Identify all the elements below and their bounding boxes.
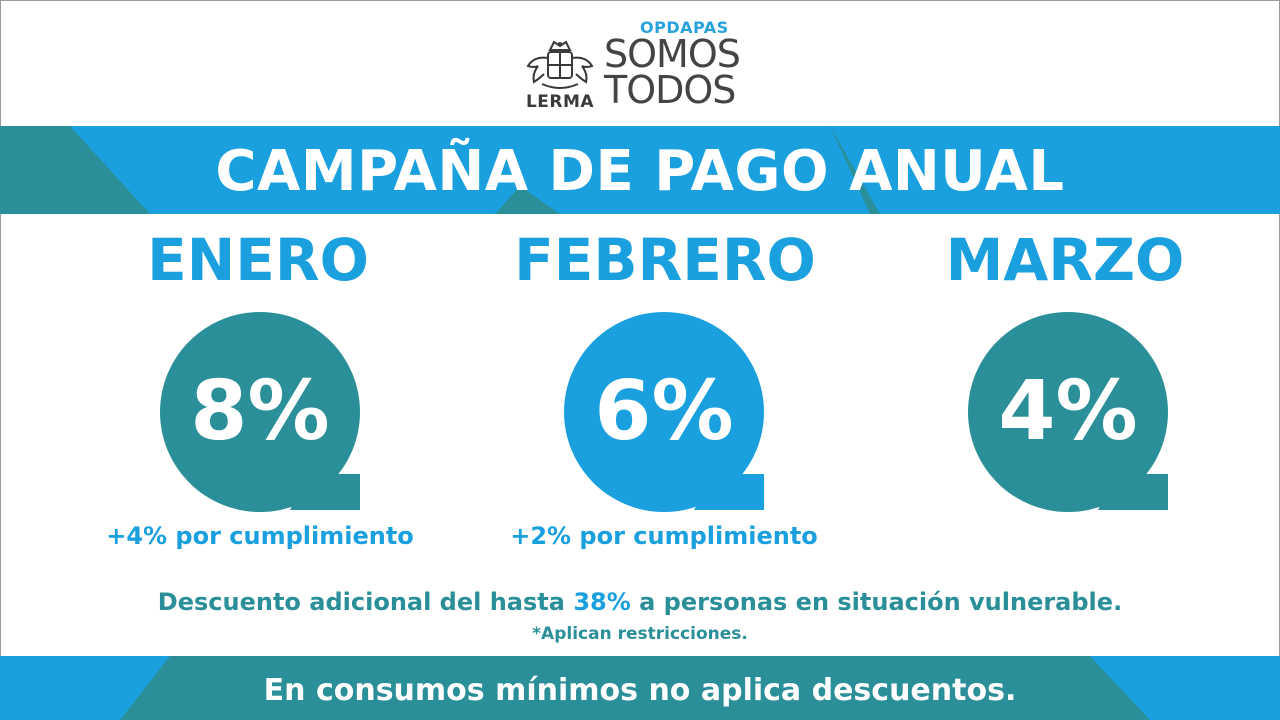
note-prefix: Descuento adicional del hasta [157, 588, 574, 616]
page-title: CAMPAÑA DE PAGO ANUAL [215, 139, 1065, 204]
discount-bubble-enero: 8% [160, 312, 380, 512]
bonus-text-febrero: +2% por cumplimiento [510, 522, 818, 550]
footer-background [0, 656, 1280, 720]
discount-value: 6% [594, 364, 734, 459]
note-highlight: 38% [573, 588, 631, 616]
bonus-text-enero: +4% por cumplimiento [106, 522, 414, 550]
month-label-enero: ENERO [147, 226, 369, 294]
opdapas-label: OPDAPAS [640, 18, 729, 37]
todos-label: TODOS [604, 68, 736, 112]
speech-bubble-icon [564, 312, 764, 512]
month-label-febrero: FEBRERO [514, 226, 816, 294]
additional-discount-note: Descuento adicional del hasta 38% a pers… [0, 588, 1280, 616]
discount-value: 8% [190, 364, 330, 459]
discount-value: 4% [998, 364, 1138, 459]
month-label-marzo: MARZO [945, 226, 1185, 294]
somos-label: SOMOS [604, 32, 741, 76]
discount-bubble-marzo: 4% [968, 312, 1188, 512]
note-suffix: a personas en situación vulnerable. [630, 588, 1123, 616]
speech-bubble-icon [160, 312, 360, 512]
lerma-label: LERMA [525, 92, 595, 112]
title-banner: CAMPAÑA DE PAGO ANUAL [0, 126, 1280, 214]
footer-text: En consumos mínimos no aplica descuentos… [263, 673, 1017, 708]
lerma-logo: LERMA [520, 36, 600, 112]
restrictions-note: *Aplican restricciones. [532, 624, 748, 644]
speech-bubble-icon [968, 312, 1168, 512]
banner-background [0, 126, 1280, 214]
coat-of-arms-icon [526, 40, 594, 89]
somos-todos-logo: OPDAPAS SOMOS TODOS [604, 18, 764, 114]
footer-banner: En consumos mínimos no aplica descuentos… [0, 656, 1280, 720]
discount-bubble-febrero: 6% [564, 312, 784, 512]
